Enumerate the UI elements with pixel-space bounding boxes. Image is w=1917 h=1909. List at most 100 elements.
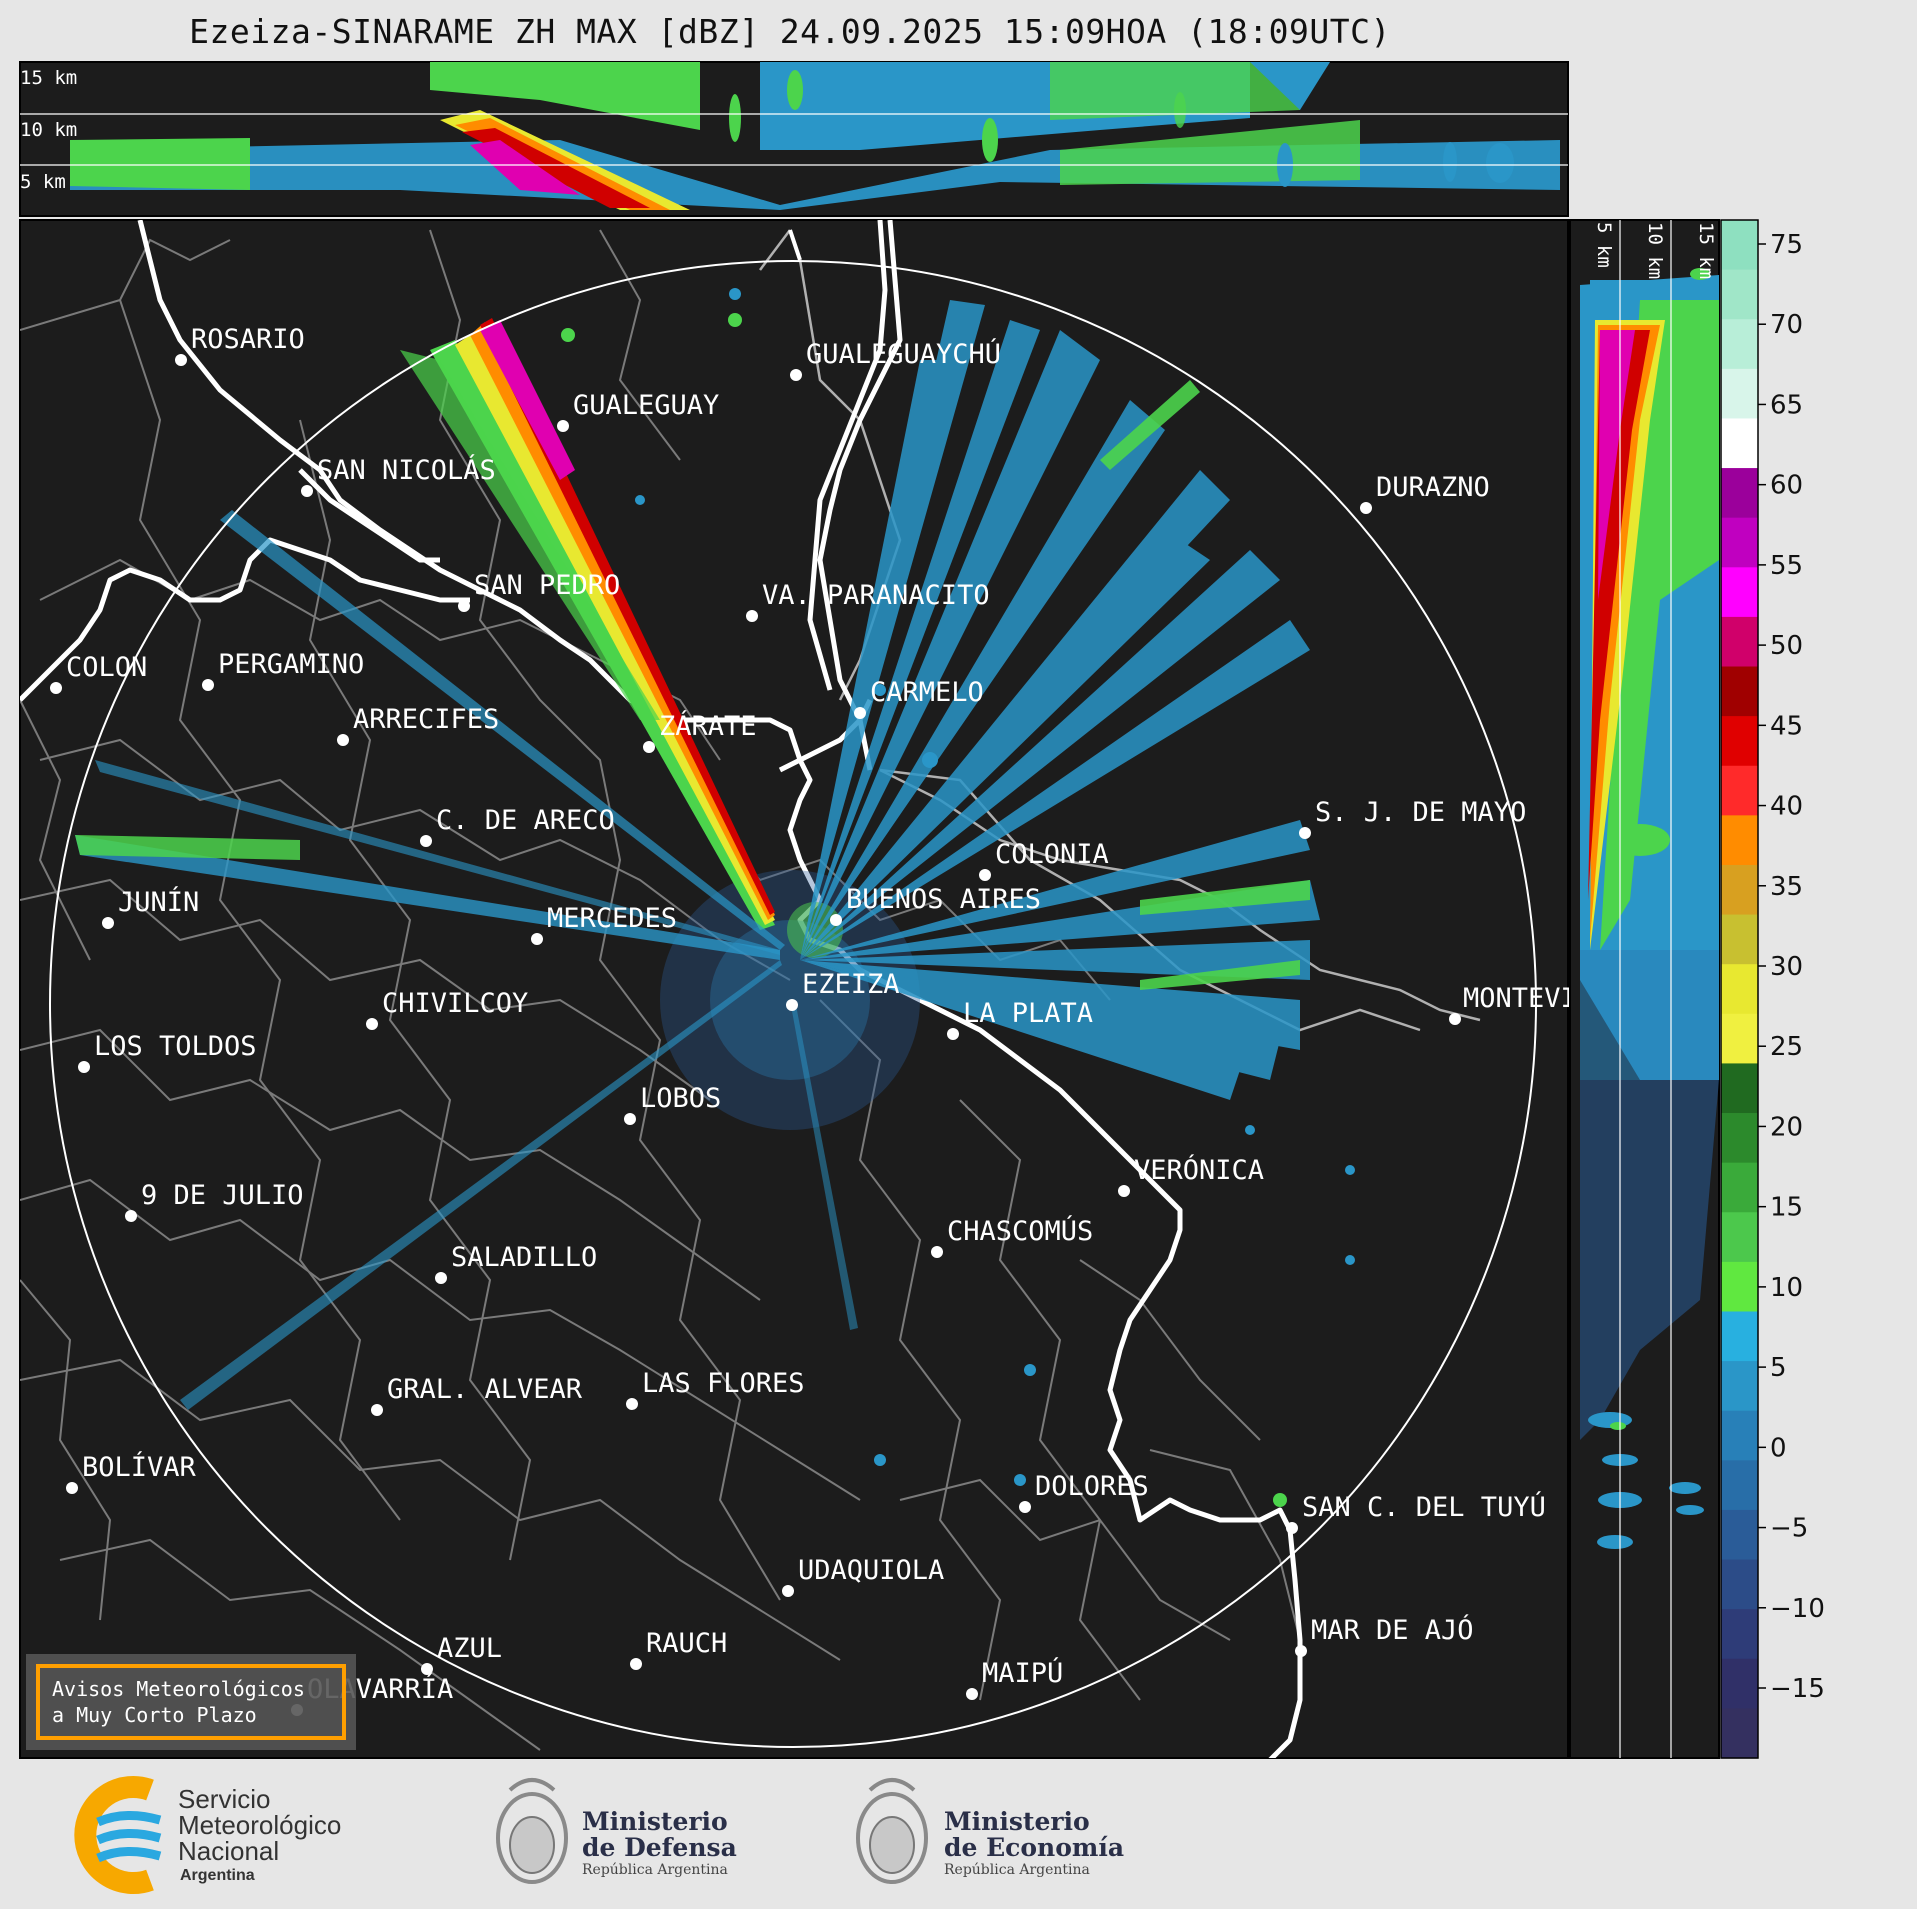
city-label: RAUCH	[646, 1628, 727, 1659]
city-10: ARRECIFES	[337, 704, 499, 746]
city-marker	[301, 485, 313, 497]
city-marker	[786, 999, 798, 1011]
city-label: ROSARIO	[191, 324, 305, 355]
colorbar-swatch	[1721, 1261, 1758, 1313]
city-label: BUENOS AIRES	[846, 884, 1041, 915]
city-23: LOBOS	[624, 1083, 721, 1125]
city-label: GRAL. ALVEAR	[387, 1374, 583, 1405]
city-marker	[979, 869, 991, 881]
city-label: DOLORES	[1035, 1471, 1149, 1502]
warning-box[interactable]: Avisos Meteorológicos a Muy Corto Plazo	[26, 1654, 356, 1750]
city-33: UDAQUIOLA	[782, 1555, 944, 1597]
coat-of-arms-icon	[496, 1792, 568, 1884]
colorbar-swatch	[1721, 964, 1758, 1015]
city-18: EZEIZA	[786, 969, 900, 1011]
colorbar-tick-label: 55	[1770, 551, 1803, 581]
colorbar-swatch	[1721, 1311, 1758, 1362]
city-label: SAN NICOLÁS	[317, 454, 496, 486]
city-16: BUENOS AIRES	[830, 884, 1041, 926]
city-28: GRAL. ALVEAR	[371, 1374, 583, 1416]
colorbar-swatch	[1721, 567, 1758, 618]
city-13: S. J. DE MAYO	[1299, 797, 1526, 839]
colorbar-tick-label: 25	[1770, 1032, 1803, 1062]
city-label: DURAZNO	[1376, 472, 1490, 503]
radar-map: ROSARIO GUALEGUAYCHÚ GUALEGUAY SAN NICOLÁS D…	[19, 219, 1626, 1759]
city-marker	[1295, 1645, 1307, 1657]
city-marker	[790, 369, 802, 381]
colorbar-swatch	[1721, 319, 1758, 370]
colorbar-swatch	[1721, 517, 1758, 568]
economia-logo: Ministerio de Economía República Argenti…	[856, 1778, 1124, 1884]
economia-line2: de Economía	[944, 1833, 1124, 1862]
smn-line3: Nacional	[178, 1836, 279, 1866]
city-label: ARRECIFES	[353, 704, 499, 735]
city-2: GUALEGUAY	[557, 390, 719, 432]
city-marker	[531, 933, 543, 945]
city-marker	[435, 1272, 447, 1284]
city-marker	[854, 707, 866, 719]
city-marker	[746, 610, 758, 622]
city-marker	[421, 1663, 433, 1675]
city-26: CHASCOMÚS	[931, 1215, 1093, 1258]
city-25: 9 DE JULIO	[125, 1180, 304, 1222]
city-marker	[125, 1210, 137, 1222]
colorbar-swatch	[1721, 1658, 1758, 1709]
city-marker	[202, 679, 214, 691]
colorbar-swatch	[1721, 418, 1758, 469]
warning-box-line2: a Muy Corto Plazo	[52, 1703, 257, 1727]
side-height-label-5: 5 km	[1593, 222, 1615, 268]
colorbar-tick-label: 70	[1770, 310, 1803, 340]
city-4: DURAZNO	[1360, 472, 1490, 514]
colorbar-tick-label: 35	[1770, 872, 1803, 902]
colorbar-swatch	[1721, 368, 1758, 420]
city-31: DOLORES	[1019, 1471, 1149, 1513]
coat-of-arms-icon	[856, 1792, 928, 1884]
city-label: LOS TOLDOS	[94, 1031, 257, 1062]
city-1: GUALEGUAYCHÚ	[790, 338, 1001, 381]
colorbar-swatch	[1721, 1460, 1758, 1511]
city-35: AZUL	[421, 1633, 502, 1675]
city-marker	[420, 835, 432, 847]
colorbar-tick-label: 50	[1770, 631, 1803, 661]
city-label: BOLÍVAR	[82, 1451, 197, 1483]
city-label: UDAQUIOLA	[798, 1555, 944, 1586]
city-marker	[782, 1585, 794, 1597]
city-labels: ROSARIO GUALEGUAYCHÚ GUALEGUAY SAN NICOLÁS D…	[50, 324, 1626, 1716]
city-label: SAN C. DEL TUYÚ	[1302, 1491, 1546, 1523]
colorbar-tick-label: 0	[1770, 1433, 1787, 1463]
district-borders	[20, 229, 1301, 1751]
city-marker	[830, 914, 842, 926]
range-ring	[49, 260, 1537, 1748]
city-marker	[337, 734, 349, 746]
city-label: CHASCOMÚS	[947, 1215, 1093, 1247]
city-7: COLON	[50, 652, 147, 694]
colorbar-swatch	[1721, 1609, 1758, 1660]
colorbar-tick-label: −15	[1770, 1674, 1825, 1704]
colorbar-tick-label: 45	[1770, 711, 1803, 741]
economia-line3: República Argentina	[944, 1862, 1090, 1878]
colorbar-swatch	[1721, 269, 1758, 320]
city-marker	[66, 1482, 78, 1494]
colorbar-swatch	[1721, 1410, 1758, 1461]
city-marker	[947, 1028, 959, 1040]
colorbar-tick-label: 75	[1770, 230, 1803, 260]
city-label: CARMELO	[870, 677, 984, 708]
top-section-panel: 15 km 10 km 5 km	[19, 61, 1569, 217]
colorbar-tick-label: −10	[1770, 1594, 1825, 1624]
city-label: EZEIZA	[802, 969, 900, 1000]
city-marker	[78, 1061, 90, 1073]
city-label: LA PLATA	[963, 998, 1093, 1029]
city-14: COLONIA	[979, 839, 1109, 881]
smn-line2: Meteorológico	[178, 1810, 341, 1840]
city-label: CHIVILCOY	[382, 988, 528, 1019]
colorbar-swatch	[1721, 1708, 1758, 1759]
side-section-panel: 5 km 10 km 15 km	[1569, 219, 1720, 1759]
city-label: VERÓNICA	[1134, 1154, 1264, 1186]
colorbar-swatch	[1721, 716, 1758, 767]
colorbar-swatch	[1721, 864, 1758, 916]
city-27: SALADILLO	[435, 1242, 597, 1284]
city-20: CHIVILCOY	[366, 988, 528, 1030]
colorbar-swatch	[1721, 1013, 1758, 1065]
